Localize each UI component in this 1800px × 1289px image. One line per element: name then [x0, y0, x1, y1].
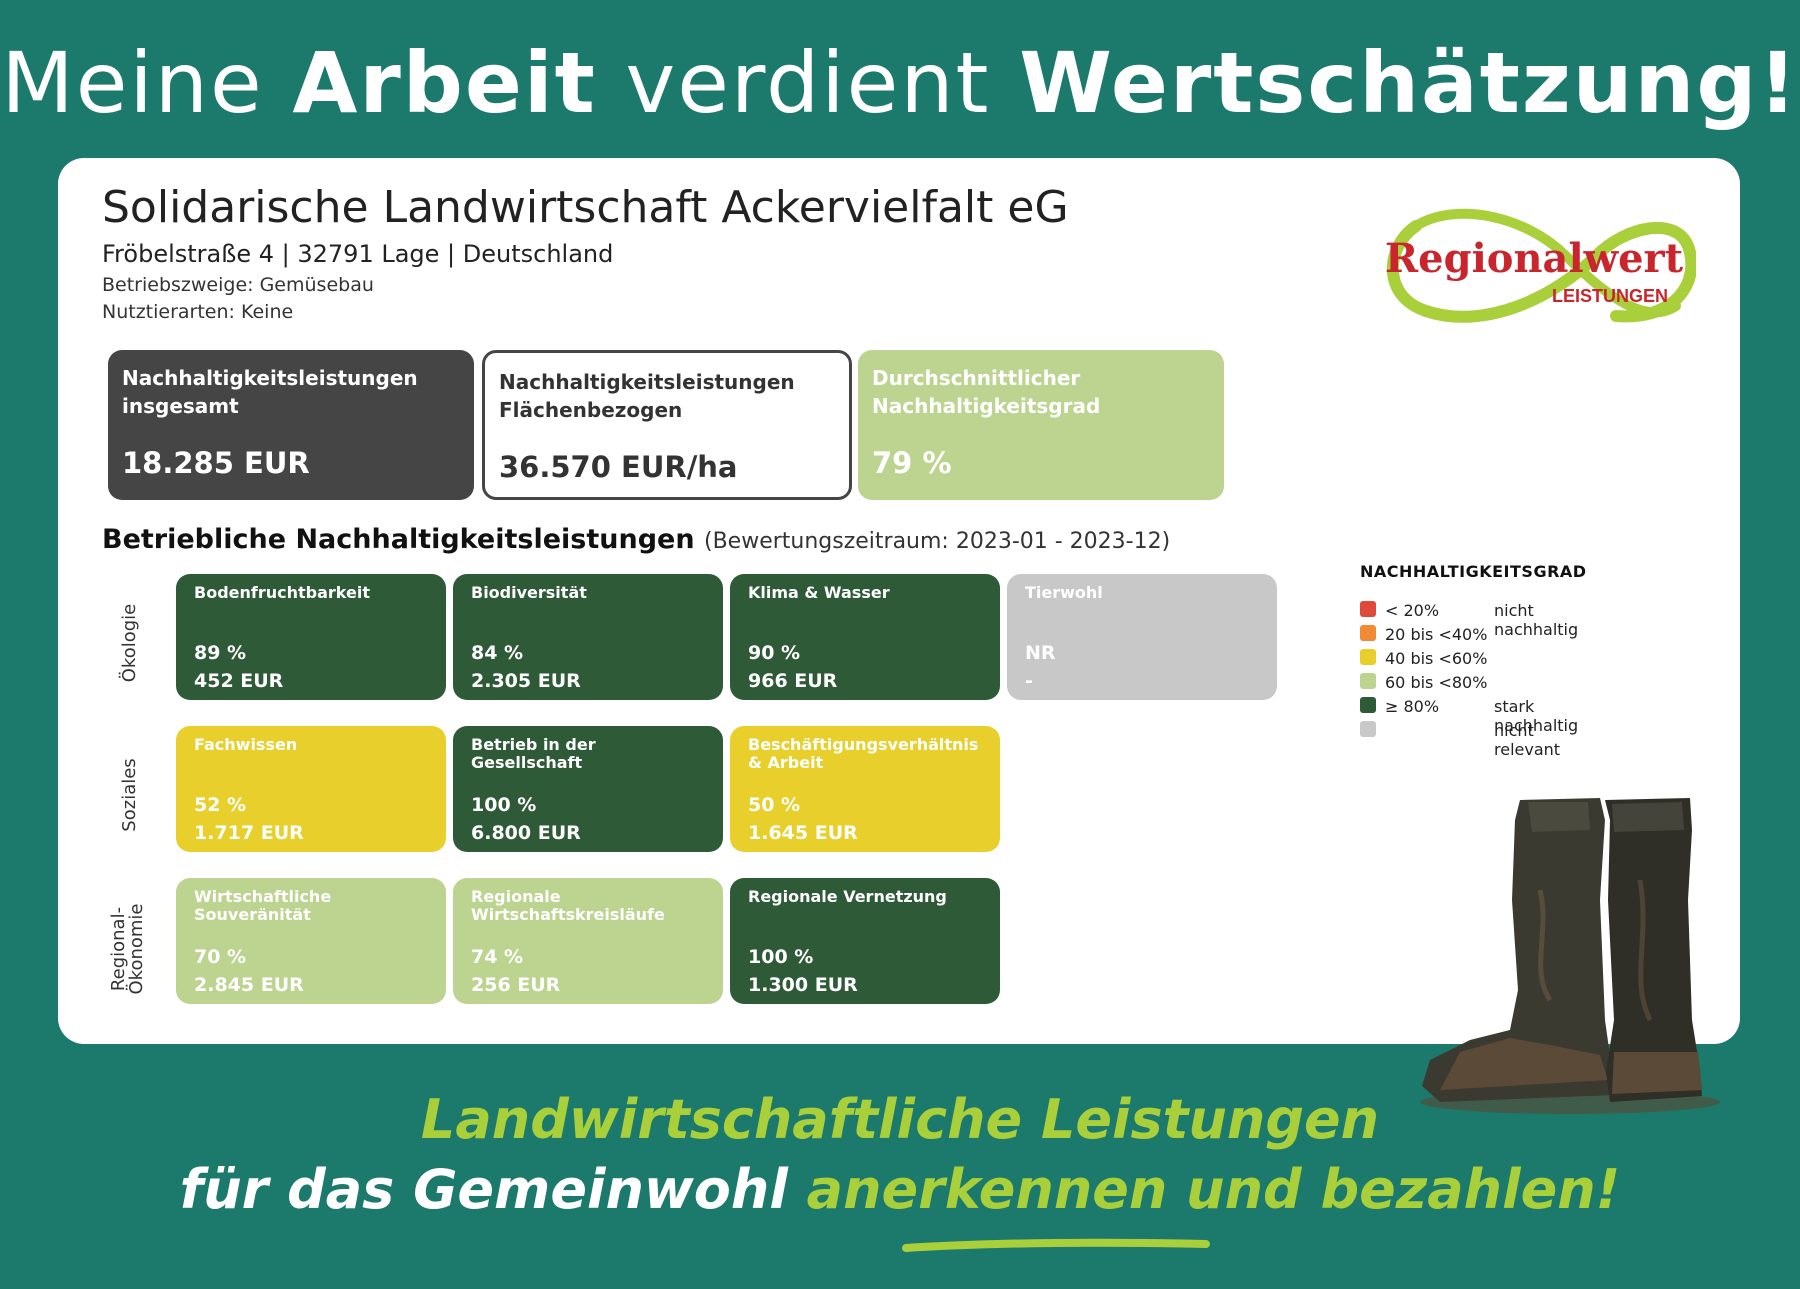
tile-klima-wasser: Klima & Wasser 90 % 966 EUR — [730, 574, 1000, 700]
summary-average-label: Durchschnittlicher Nachhaltigkeitsgrad — [872, 366, 1101, 418]
headline: Meine Arbeit verdient Wertschätzung! — [1, 34, 1799, 132]
slogan-line1: Landwirtschaftliche Leistungen — [420, 1088, 1380, 1151]
summary-average: Durchschnittlicher Nachhaltigkeitsgrad 7… — [858, 350, 1224, 500]
legend-swatch — [1360, 601, 1376, 617]
tile-bodenfruchtbarkeit: Bodenfruchtbarkeit 89 % 452 EUR — [176, 574, 446, 700]
regionalwert-logo: Regionalwert LEISTUNGEN — [1385, 208, 1696, 323]
row-label-oekologie: Ökologie — [119, 603, 140, 683]
legend-swatch — [1360, 697, 1376, 713]
farm-name: Solidarische Landwirtschaft Ackervielfal… — [102, 182, 1069, 233]
tile-biodiversitaet: Biodiversität 84 % 2.305 EUR — [453, 574, 723, 700]
logo-sub: LEISTUNGEN — [1552, 286, 1668, 306]
legend: NACHHALTIGKEITSGRAD < 20% nicht nachhalti… — [1360, 562, 1587, 759]
tile-beschaeftigung: Beschäftigungsverhältnis & Arbeit 50 % 1.6… — [730, 726, 1000, 852]
row-label-soziales: Soziales — [119, 758, 140, 832]
summary-area: Nachhaltigkeitsleistungen Flächenbezogen… — [482, 350, 852, 500]
legend-swatch — [1360, 721, 1376, 737]
summary-total-value: 18.285 EUR — [122, 446, 310, 480]
slogan-line2: für das Gemeinwohl anerkennen und bezahl… — [179, 1158, 1621, 1221]
summary-total: Nachhaltigkeitsleistungen insgesamt 18.2… — [108, 350, 474, 500]
rubber-boots-image — [1420, 798, 1720, 1114]
summary-average-value: 79 % — [872, 446, 952, 480]
logo-name: Regionalwert — [1385, 235, 1684, 282]
legend-item: 60 bis <80% — [1360, 671, 1587, 695]
tile-regionale-kreislaeufe: Regionale Wirtschaftskreisläufe 74 % 256 E… — [453, 878, 723, 1004]
legend-swatch — [1360, 625, 1376, 641]
farm-branches: Betriebszweige: Gemüsebau — [102, 274, 374, 296]
summary-area-value: 36.570 EUR/ha — [499, 450, 738, 484]
legend-item: 40 bis <60% — [1360, 647, 1587, 671]
section-period: (Bewertungszeitraum: 2023-01 - 2023-12) — [703, 529, 1171, 554]
farm-livestock: Nutztierarten: Keine — [102, 301, 294, 323]
legend-title: NACHHALTIGKEITSGRAD — [1360, 562, 1587, 581]
tile-regionale-vernetzung: Regionale Vernetzung 100 % 1.300 EUR — [730, 878, 1000, 1004]
legend-item: nicht relevant — [1360, 719, 1587, 759]
slogan-underline — [902, 1238, 1210, 1252]
legend-item: < 20% nicht nachhaltig — [1360, 599, 1587, 639]
section-title: Betriebliche Nachhaltigkeitsleistungen (… — [102, 524, 1171, 555]
legend-item: ≥ 80% stark nachhaltig — [1360, 695, 1587, 735]
summary-area-label: Nachhaltigkeitsleistungen Flächenbezogen — [499, 370, 795, 422]
row-label-regionaloekonomie: Regional- Ökonomie — [108, 903, 147, 995]
legend-swatch — [1360, 673, 1376, 689]
info-card: Solidarische Landwirtschaft Ackervielfal… — [58, 158, 1740, 1044]
summary-total-label: Nachhaltigkeitsleistungen insgesamt — [122, 366, 418, 418]
farm-address: Fröbelstraße 4 | 32791 Lage | Deutschlan… — [102, 240, 614, 268]
legend-swatch — [1360, 649, 1376, 665]
legend-item: 20 bis <40% — [1360, 623, 1587, 647]
tile-wirtschaftliche-souveraenitaet: Wirtschaftliche Souveränität 70 % 2.845 EU… — [176, 878, 446, 1004]
tile-tierwohl: Tierwohl NR - — [1007, 574, 1277, 700]
tile-fachwissen: Fachwissen 52 % 1.717 EUR — [176, 726, 446, 852]
tile-betrieb-gesellschaft: Betrieb in der Gesellschaft 100 % 6.800 EU… — [453, 726, 723, 852]
